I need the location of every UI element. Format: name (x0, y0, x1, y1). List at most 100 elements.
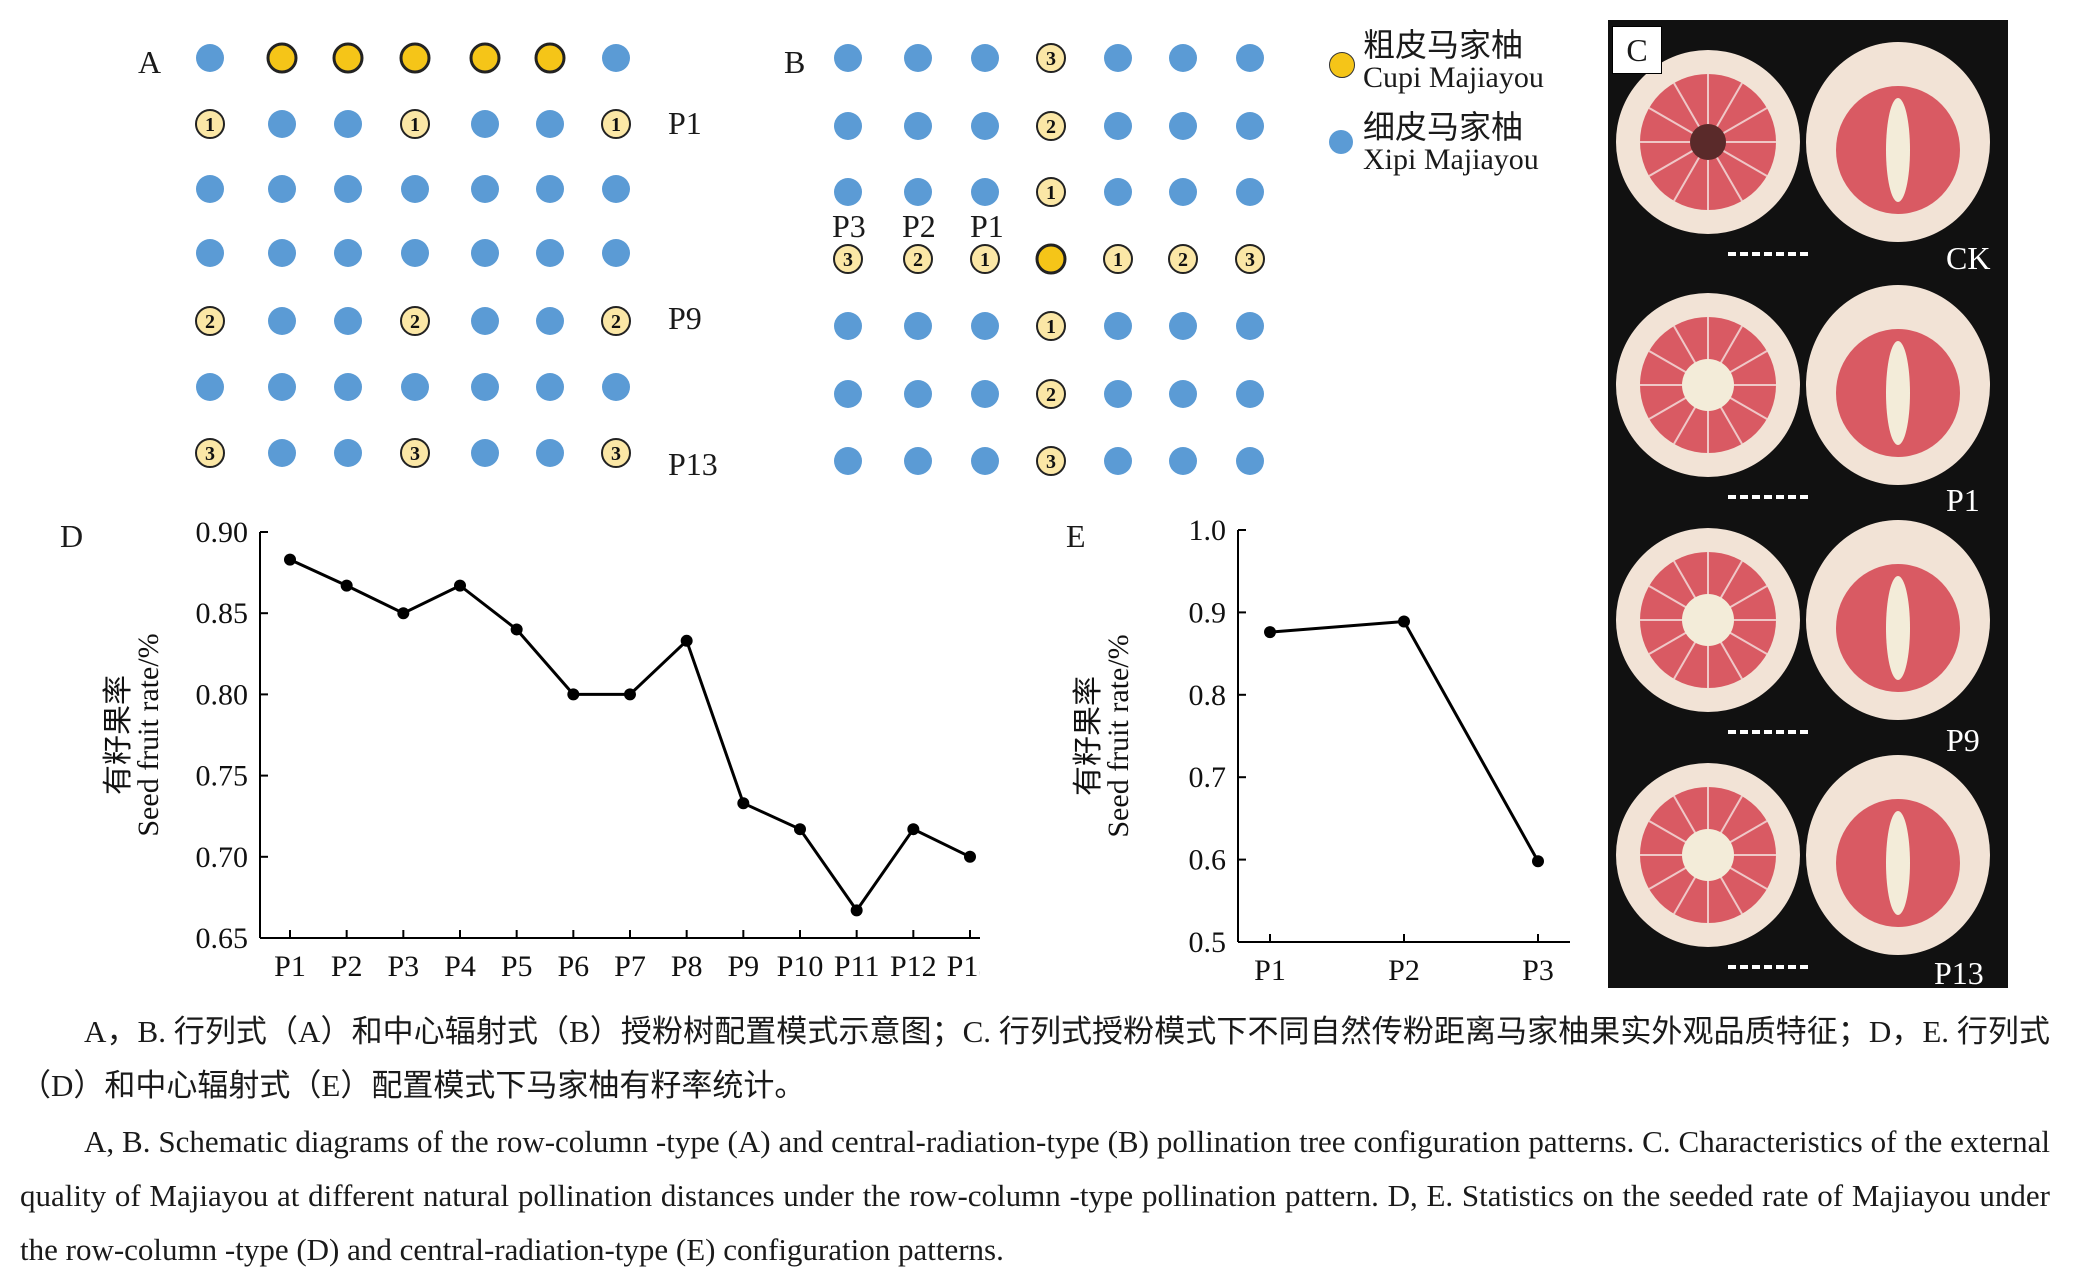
panel-a-tree-cupi (332, 42, 364, 74)
panel-a-tree-cupi (399, 42, 431, 74)
legend-label-cupi-en: Cupi Majiayou (1363, 61, 1544, 94)
panel-a-pollinated-tree: 1 (195, 109, 225, 139)
fruit-pair (1616, 42, 1990, 256)
panel-a-pollinated-tree: 2 (601, 306, 631, 336)
panel-b-tree-number: 2 (1046, 384, 1056, 406)
panel-b-tree-xipi (904, 447, 932, 475)
chart-d-x-tick-label: P13 (947, 950, 980, 983)
panel-a-tree-xipi (334, 373, 362, 401)
panel-a-tree-number: 2 (611, 311, 621, 333)
chart-e-y-tick-label: 0.9 (1189, 596, 1227, 629)
panel-a-tree-cupi (534, 42, 566, 74)
panel-a-tree-xipi (268, 239, 296, 267)
chart-d-x-tick-label: P9 (727, 950, 759, 983)
chart-e-y-tick-label: 1.0 (1189, 514, 1227, 547)
panel-b-tree-xipi (1236, 380, 1264, 408)
chart-e-ylabel-en: Seed fruit rate/% (1102, 634, 1135, 837)
panel-b-pollinated-tree: 2 (1036, 379, 1066, 409)
chart-d-series-line (289, 558, 971, 914)
panel-a-tree-xipi (401, 373, 429, 401)
panel-b-tree-number: 3 (1046, 451, 1056, 473)
chart-d-y-tick-label: 0.70 (196, 841, 249, 874)
panel-b-tree-xipi (971, 112, 999, 140)
panel-b-pollinated-tree: 3 (833, 244, 863, 274)
panel-a-tree-xipi (471, 373, 499, 401)
legend: 粗皮马家柚 Cupi Majiayou 细皮马家柚 Xipi Majiayou (1325, 26, 1615, 186)
panel-b-tree-xipi (1169, 447, 1197, 475)
panel-b-pollinated-tree: 1 (1036, 311, 1066, 341)
panel-a-tree-xipi (268, 110, 296, 138)
panel-b-tree-number: 2 (1178, 249, 1188, 271)
panel-a-tree-xipi (602, 239, 630, 267)
panel-a-tree-xipi (334, 110, 362, 138)
panel-a-letter: A (138, 44, 162, 80)
panel-b-tree-xipi (904, 312, 932, 340)
panel-b-tree-xipi (1104, 447, 1132, 475)
panel-b-tree-xipi (834, 44, 862, 72)
panel-a-tree-cupi (469, 42, 501, 74)
panel-b-pollinated-tree: 1 (1103, 244, 1133, 274)
panel-a-tree-number: 1 (410, 114, 420, 136)
panel-a-tree-xipi (471, 439, 499, 467)
panel-b-pollinated-tree: 3 (1235, 244, 1265, 274)
panel-b-pollinated-tree: 1 (1036, 177, 1066, 207)
panel-a-tree-xipi (196, 44, 224, 72)
chart-e-data-point (1532, 855, 1544, 868)
legend-label-xipi-zh: 细皮马家柚 (1363, 109, 1524, 145)
fruit-pair (1616, 520, 1990, 734)
panel-a-tree-xipi (536, 110, 564, 138)
panel-a-tree-xipi (536, 175, 564, 203)
panel-a-tree-number: 2 (205, 311, 215, 333)
chart-d-data-point (794, 823, 806, 836)
chart-e-ylabel-zh: 有籽果率 (1072, 676, 1105, 796)
panel-a-row-label-p9: P9 (668, 300, 702, 336)
chart-d-x-tick-label: P6 (557, 950, 589, 983)
panel-b-tree-number: 3 (843, 249, 853, 271)
fruit-illustrations (1616, 42, 1990, 969)
chart-e-data-point (1398, 615, 1410, 628)
chart-d-ylabel-en: Seed fruit rate/% (132, 633, 165, 836)
figure-caption: A，B. 行列式（A）和中心辐射式（B）授粉树配置模式示意图；C. 行列式授粉模… (20, 1005, 2050, 1277)
chart-e-y-tick-label: 0.5 (1189, 926, 1227, 959)
panel-a-tree-xipi (334, 175, 362, 203)
panel-a-tree-xipi (268, 439, 296, 467)
panel-d-letter: D (60, 518, 84, 554)
chart-d-data-point (340, 579, 353, 592)
chart-e-x-tick-label: P3 (1522, 954, 1554, 985)
panel-a-tree-xipi (268, 175, 296, 203)
caption-zh: A，B. 行列式（A）和中心辐射式（B）授粉树配置模式示意图；C. 行列式授粉模… (20, 1014, 2050, 1103)
panel-a-pollinated-tree: 2 (195, 306, 225, 336)
panel-a-tree-xipi (471, 307, 499, 335)
panel-b-tree-xipi (1104, 380, 1132, 408)
panel-a-tree-number: 2 (410, 311, 420, 333)
panel-a-tree-xipi (536, 239, 564, 267)
panel-b-tree-xipi (834, 112, 862, 140)
chart-d-x-tick-label: P5 (501, 950, 533, 983)
chart-d-data-point (624, 688, 636, 701)
chart-e-series-line (1269, 619, 1540, 862)
chart-e-y-tick-label: 0.7 (1189, 761, 1227, 794)
panel-a-tree-xipi (401, 175, 429, 203)
panel-b-pollinated-tree: 2 (903, 244, 933, 274)
panel-b-tree-xipi (1169, 312, 1197, 340)
panel-a-tree-xipi (602, 175, 630, 203)
chart-d-data-point (907, 823, 920, 836)
panel-a-tree-xipi (471, 175, 499, 203)
panel-b-tree-xipi (904, 178, 932, 206)
panel-a-tree-cupi (266, 42, 298, 74)
panel-a-tree-number: 3 (410, 443, 420, 465)
panel-a-pollinated-tree: 3 (400, 438, 430, 468)
fruit-label-p1: P1 (1946, 482, 1980, 518)
chart-e-y-tick-label: 0.8 (1189, 679, 1227, 712)
panel-b-tree-xipi (834, 178, 862, 206)
legend-label-xipi-en: Xipi Majiayou (1363, 143, 1539, 176)
panel-b-tree-xipi (1169, 44, 1197, 72)
chart-d-data-point (964, 850, 976, 863)
panel-a-tree-xipi (334, 439, 362, 467)
chart-d-ylabel-zh: 有籽果率 (102, 675, 135, 795)
panel-b-tree-xipi (1236, 447, 1264, 475)
panel-a-tree-number: 1 (611, 114, 621, 136)
panel-c-letter: C (1612, 26, 1662, 74)
chart-e-x-tick-label: P1 (1254, 954, 1286, 985)
chart-d-y-tick-label: 0.65 (196, 922, 249, 955)
